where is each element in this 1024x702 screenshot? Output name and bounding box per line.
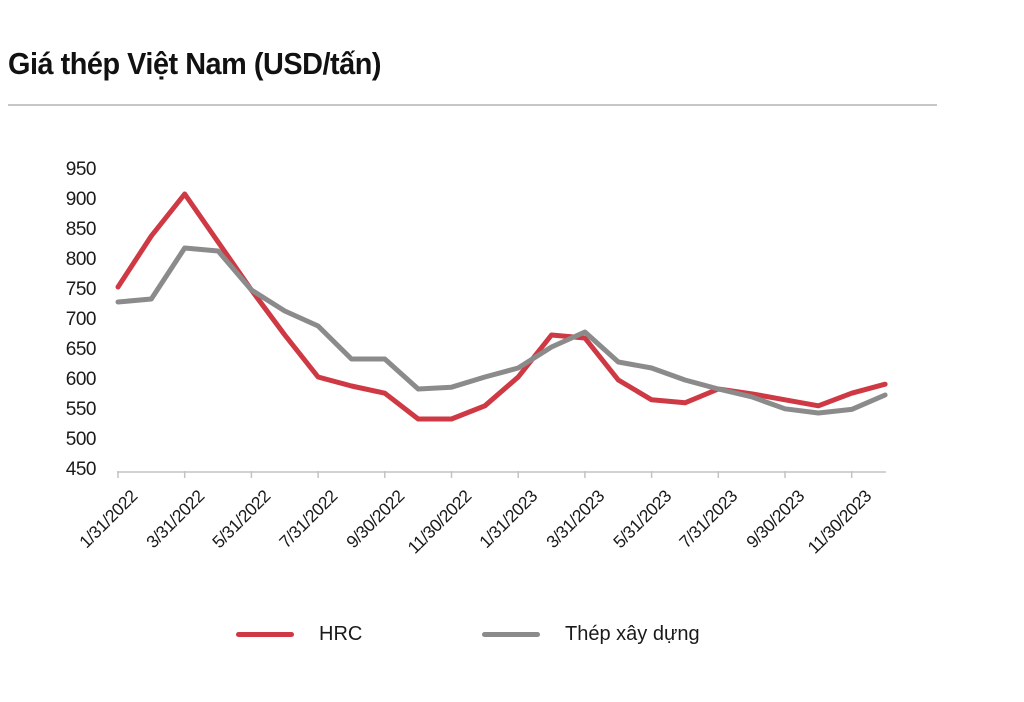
y-axis-tick-label: 500 (65, 429, 97, 450)
y-axis-tick-label: 600 (65, 369, 97, 390)
y-axis-tick-label: 700 (65, 309, 97, 330)
series-line-hrc (115, 191, 888, 422)
series-line-thep-xay-dung (115, 245, 888, 416)
y-axis-tick-label: 750 (65, 279, 97, 300)
y-axis-tick-label: 850 (65, 219, 97, 240)
y-axis-tick-label: 950 (65, 159, 97, 180)
thep-xay-dung-line-swatch (482, 631, 540, 637)
y-axis-tick-label: 550 (65, 399, 97, 420)
thep-xay-dung-legend-label: Thép xây dựng (565, 622, 700, 645)
y-axis-tick-label: 800 (65, 249, 97, 270)
y-axis-tick-label: 450 (65, 459, 97, 480)
page-title: Giá thép Việt Nam (USD/tấn) (8, 46, 381, 81)
y-axis-tick-label: 650 (65, 339, 97, 360)
hrc-line-swatch (236, 631, 294, 637)
legend-item-thep-xay-dung: Thép xây dựng (482, 622, 700, 646)
hrc-legend-label: HRC (319, 622, 363, 645)
legend-item-hrc: HRC (236, 622, 362, 646)
y-axis-tick-label: 900 (65, 189, 97, 210)
title-divider (8, 104, 937, 106)
